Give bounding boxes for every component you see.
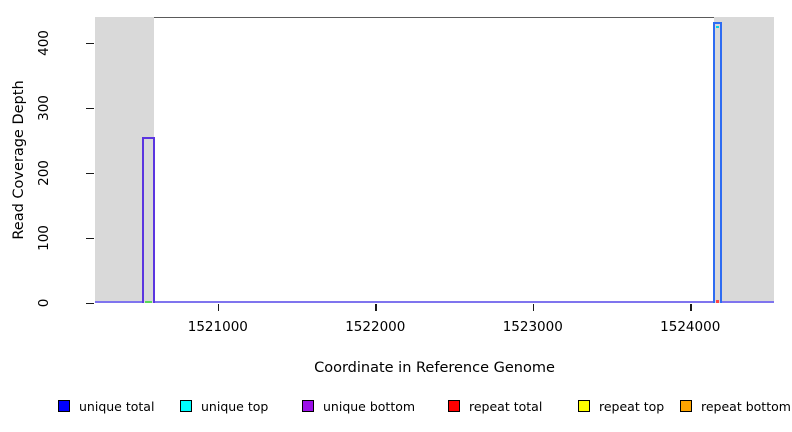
legend-label: unique top <box>201 398 269 414</box>
legend-swatch-unique-bottom <box>302 400 314 412</box>
y-tick-mark <box>86 172 94 174</box>
legend-swatch-repeat-top <box>578 400 590 412</box>
peak-cap-line <box>716 26 720 29</box>
legend-item-unique-top: unique top <box>180 397 268 415</box>
legend-label: unique bottom <box>323 398 416 414</box>
peak-base-marker <box>145 300 152 303</box>
x-tick-mark <box>532 304 535 311</box>
legend-label: repeat bottom <box>701 398 791 414</box>
legend-item-unique-total: unique total <box>58 397 154 415</box>
x-tick-label: 1523000 <box>502 319 563 335</box>
plot-area <box>95 17 774 303</box>
coverage-peak <box>713 22 723 303</box>
masked-region <box>713 17 774 303</box>
legend-label: unique total <box>79 398 155 414</box>
legend-label: repeat total <box>469 398 543 414</box>
legend-swatch-unique-total <box>58 400 70 412</box>
x-tick-label: 1521000 <box>187 319 248 335</box>
x-tick-label: 1524000 <box>660 319 721 335</box>
y-tick-mark <box>86 107 94 109</box>
legend-item-repeat-top: repeat top <box>578 397 664 415</box>
legend-swatch-repeat-total <box>448 400 460 412</box>
legend: unique total unique top unique bottom re… <box>0 397 792 417</box>
legend-item-repeat-bottom: repeat bottom <box>680 397 791 415</box>
coverage-peak <box>142 137 155 303</box>
y-tick-mark <box>86 237 94 239</box>
x-tick-mark <box>375 304 377 311</box>
peak-base-marker <box>716 300 720 303</box>
legend-label: repeat top <box>599 398 665 414</box>
legend-swatch-repeat-bottom <box>680 400 692 412</box>
legend-item-repeat-total: repeat total <box>448 397 542 415</box>
y-tick-mark <box>86 42 94 44</box>
legend-swatch-unique-top <box>180 400 192 412</box>
y-tick-mark <box>86 302 94 304</box>
y-tick-label: 100 <box>36 225 52 251</box>
y-axis-title: Read Coverage Depth <box>11 80 27 240</box>
y-tick-label: 400 <box>36 30 52 56</box>
y-tick-label: 0 <box>36 298 52 308</box>
x-tick-mark <box>690 304 692 311</box>
x-axis-title: Coordinate in Reference Genome <box>314 360 555 376</box>
y-tick-label: 200 <box>36 160 52 186</box>
x-tick-mark <box>217 304 220 311</box>
legend-item-unique-bottom: unique bottom <box>302 397 415 415</box>
coverage-baseline <box>95 301 774 303</box>
x-tick-label: 1522000 <box>345 319 406 335</box>
y-tick-label: 300 <box>36 95 52 121</box>
